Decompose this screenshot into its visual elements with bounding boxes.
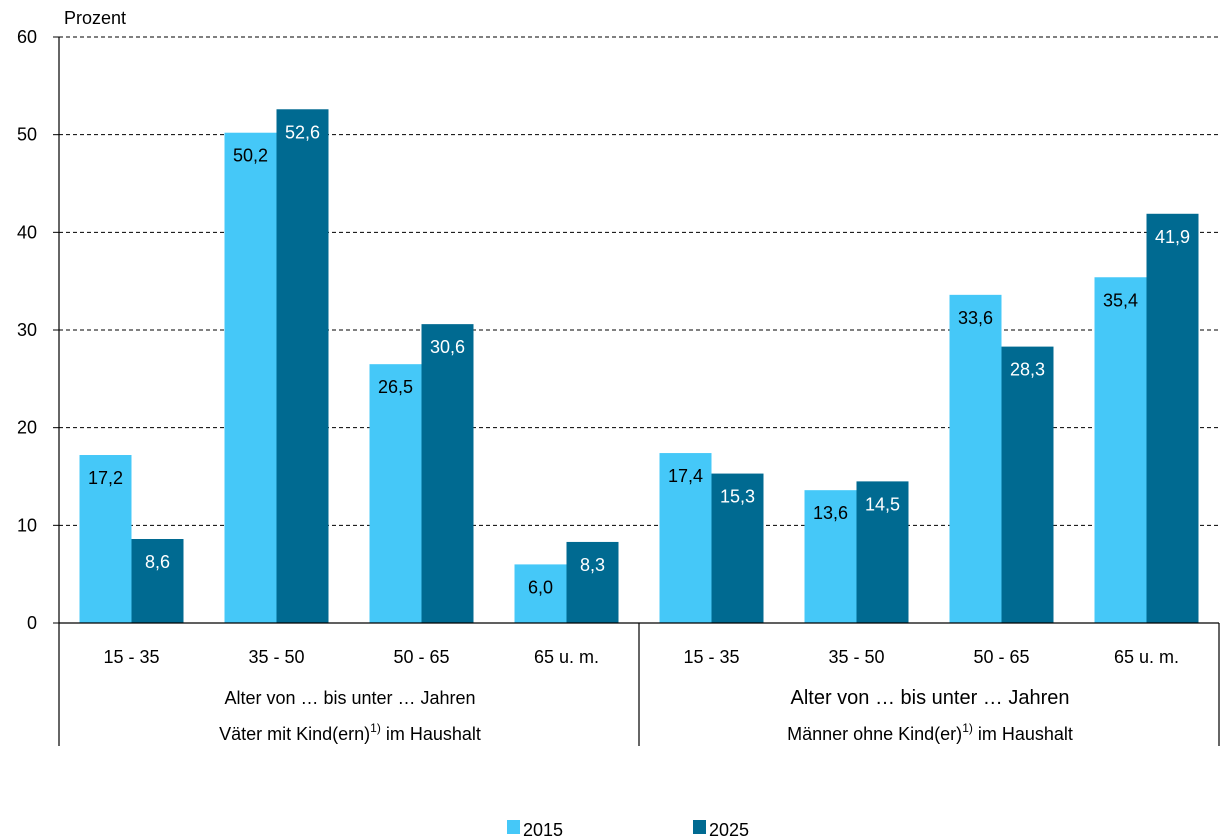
bar-2025 [856, 481, 909, 623]
data-label-2015: 50,2 [233, 146, 268, 166]
group-1-age-caption: Alter von … bis unter … Jahren [224, 688, 475, 708]
data-label-2025: 15,3 [720, 487, 755, 507]
axes [58, 37, 1220, 746]
data-label-2015: 33,6 [958, 308, 993, 328]
x-tick-label: 15 - 35 [683, 647, 739, 667]
bar-2025 [1001, 346, 1054, 623]
data-label-2025: 30,6 [430, 337, 465, 357]
x-tick-label: 35 - 50 [828, 647, 884, 667]
data-label-2015: 26,5 [378, 377, 413, 397]
y-tick-label: 60 [17, 27, 37, 47]
y-tick-label: 50 [17, 125, 37, 145]
x-tick-label: 35 - 50 [248, 647, 304, 667]
bar-2015 [1094, 277, 1147, 623]
bar-2025 [1146, 213, 1199, 623]
bar-2015 [949, 294, 1002, 623]
group-2-age-caption: Alter von … bis unter … Jahren [790, 687, 1069, 709]
bar-2015 [79, 455, 132, 623]
legend: 2015 2025 [507, 820, 749, 839]
legend-label-2015: 2015 [523, 820, 563, 839]
x-tick-label: 15 - 35 [103, 647, 159, 667]
x-tick-label: 65 u. m. [1114, 647, 1179, 667]
data-label-2025: 52,6 [285, 122, 320, 142]
data-label-2015: 17,4 [668, 466, 703, 486]
legend-label-2025: 2025 [709, 820, 749, 839]
bar-2025 [566, 541, 619, 623]
bar-2015 [514, 564, 567, 623]
x-axis-category-labels: 15 - 35 35 - 50 50 - 65 65 u. m. 15 - 35 35 -… [103, 647, 1179, 667]
group-label-fathers: Alter von … bis unter … Jahren Väter mit… [219, 688, 481, 744]
bar-2015 [804, 490, 857, 623]
legend-swatch-2015 [507, 820, 520, 834]
data-label-2015: 13,6 [813, 503, 848, 523]
y-tick-label: 0 [27, 613, 37, 633]
y-tick-label: 30 [17, 320, 37, 340]
data-label-2015: 6,0 [528, 577, 553, 597]
group-label-men: Alter von … bis unter … Jahren Männer oh… [787, 687, 1073, 744]
data-label-2025: 14,5 [865, 494, 900, 514]
group-2-caption: Männer ohne Kind(er)1) im Haushalt [787, 721, 1073, 744]
y-tick-label: 40 [17, 222, 37, 242]
data-label-2025: 28,3 [1010, 360, 1045, 380]
bar-2025 [131, 539, 184, 623]
bar-2015 [369, 364, 422, 623]
data-label-2015: 35,4 [1103, 290, 1138, 310]
data-label-2025: 8,6 [145, 552, 170, 572]
bar-2025 [276, 109, 329, 624]
x-tick-label: 65 u. m. [534, 647, 599, 667]
data-label-2025: 8,3 [580, 555, 605, 575]
x-tick-label: 50 - 65 [393, 647, 449, 667]
data-label-2025: 41,9 [1155, 227, 1190, 247]
bar-2015 [659, 453, 712, 623]
x-tick-label: 50 - 65 [973, 647, 1029, 667]
group-1-caption: Väter mit Kind(ern)1) im Haushalt [219, 721, 481, 744]
y-tick-label: 10 [17, 515, 37, 535]
y-axis-ticks: 0 10 20 30 40 50 60 [17, 27, 59, 633]
legend-swatch-2025 [693, 820, 706, 834]
bar-2025 [421, 324, 474, 623]
y-tick-label: 20 [17, 418, 37, 438]
data-label-2015: 17,2 [88, 468, 123, 488]
y-axis-unit-label: Prozent [64, 8, 126, 28]
bar-2015 [224, 132, 277, 624]
bar-2025 [711, 473, 764, 623]
bars: 17,2 8,6 50,2 52,6 26,5 30,6 6,0 8,3 17,4 15,3 13,… [79, 109, 1199, 624]
